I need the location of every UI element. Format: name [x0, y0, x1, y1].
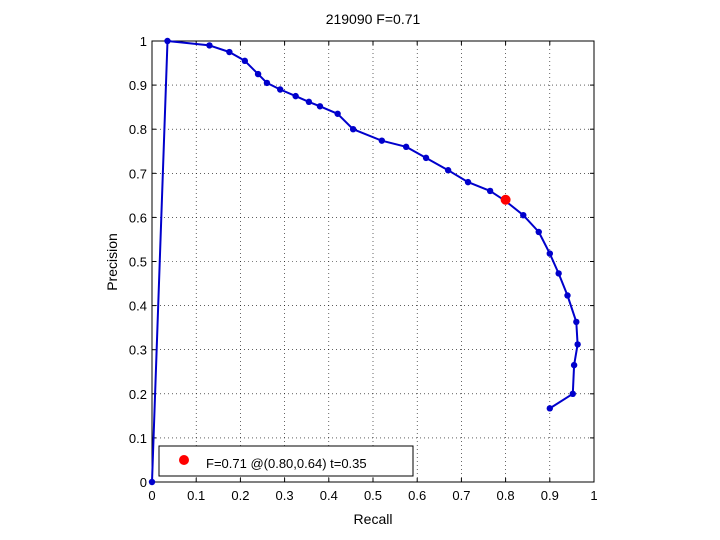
x-tick-label: 0.8: [497, 488, 515, 503]
pr-curve-point: [226, 48, 233, 56]
y-tick-label: 1: [140, 34, 147, 49]
pr-curve-point: [569, 390, 576, 397]
y-tick-label: 0.3: [129, 343, 147, 358]
axis-ticks: 0 0.1 0.2 0.3 0.4 0.5 0.6 0.7 0.8 0.9 1 0 0.1 0.2 0.3 0…: [129, 34, 598, 503]
pr-curve-point: [564, 292, 571, 299]
best-f-point: [500, 194, 511, 205]
pr-curve-point: [555, 270, 562, 277]
pr-curve-point: [464, 178, 472, 186]
x-tick-label: 0.6: [408, 488, 426, 503]
legend: F=0.71 @(0.80,0.64) t=0.35: [158, 445, 414, 477]
x-tick-label: 1: [590, 488, 597, 503]
x-tick-label: 0.7: [452, 488, 470, 503]
pr-curve-point: [422, 154, 430, 162]
pr-curve-point: [263, 79, 271, 87]
y-tick-label: 0.9: [129, 78, 147, 93]
series-group: [148, 37, 581, 486]
pr-curve-point: [276, 86, 284, 93]
y-tick-label: 0: [140, 475, 147, 490]
legend-marker: [179, 455, 189, 465]
pr-curve-point: [148, 478, 156, 486]
y-axis-label: Precision: [104, 233, 120, 291]
y-tick-label: 0.8: [129, 122, 147, 137]
pr-curve-point: [546, 250, 553, 257]
pr-curve-point: [241, 57, 249, 65]
y-tick-label: 0.7: [129, 166, 147, 181]
y-tick-label: 0.4: [129, 299, 147, 314]
pr-curve-point: [520, 211, 527, 219]
pr-curve-point: [546, 405, 553, 412]
pr-curve-point: [206, 42, 213, 49]
pr-curve-point: [164, 37, 171, 45]
legend-box: [158, 445, 414, 477]
pr-curve-point: [305, 98, 313, 106]
pr-curve-point: [334, 110, 341, 117]
x-axis-label: Recall: [354, 511, 393, 527]
y-tick-label: 0.5: [129, 255, 147, 270]
x-tick-label: 0.4: [320, 488, 338, 503]
x-tick-label: 0.1: [187, 488, 205, 503]
pr-curve-point: [349, 126, 357, 133]
y-tick-label: 0.6: [129, 210, 147, 225]
pr-curve-point: [402, 143, 410, 151]
pr-curve-point: [535, 228, 542, 236]
pr-curve-point: [378, 137, 386, 144]
pr-curve-point: [292, 92, 299, 100]
y-tick-label: 0.2: [129, 387, 147, 402]
pr-curve-point: [316, 103, 324, 110]
pr-curve-point: [444, 167, 452, 174]
x-tick-label: 0.5: [364, 488, 382, 503]
pr-curve-point: [573, 318, 580, 326]
y-tick-label: 0.1: [129, 431, 147, 446]
pr-curve-point: [486, 187, 494, 195]
legend-text: F=0.71 @(0.80,0.64) t=0.35: [206, 456, 367, 471]
grid: [152, 41, 594, 482]
pr-curve-point: [570, 361, 578, 369]
pr-curve-point: [574, 341, 581, 348]
x-tick-label: 0.3: [276, 488, 294, 503]
x-tick-label: 0.9: [541, 488, 559, 503]
pr-curve-point: [254, 70, 262, 78]
x-tick-label: 0: [148, 488, 155, 503]
x-tick-label: 0.2: [231, 488, 249, 503]
chart-title: 219090 F=0.71: [326, 11, 421, 27]
